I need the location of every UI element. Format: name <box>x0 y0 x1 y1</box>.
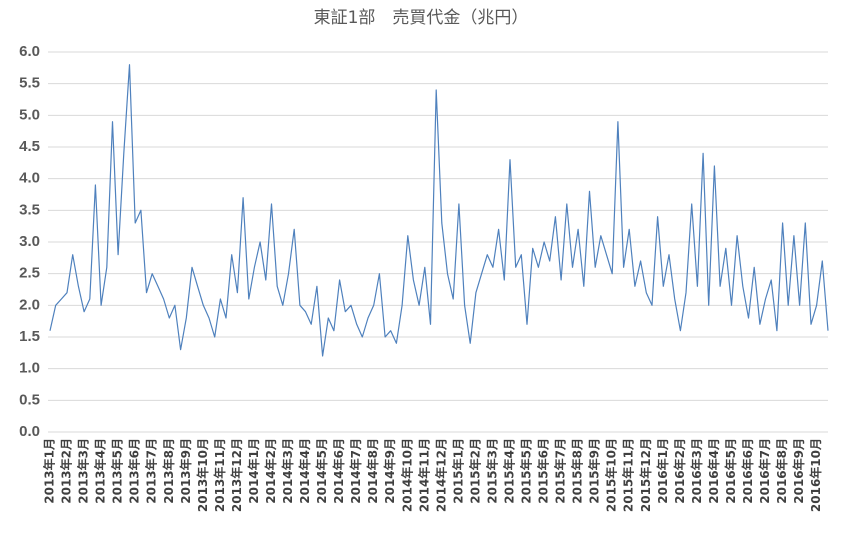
x-tick-label: 2016年10月 <box>808 438 823 512</box>
y-tick-label: 0.0 <box>19 423 40 440</box>
x-tick-label: 2014年5月 <box>314 438 329 504</box>
x-tick-label: 2015年4月 <box>501 438 516 504</box>
x-tick-label: 2013年6月 <box>127 438 142 504</box>
x-tick-label: 2014年10月 <box>399 438 414 512</box>
y-tick-label: 1.0 <box>19 360 40 377</box>
x-tick-label: 2013年5月 <box>110 438 125 504</box>
x-tick-label: 2015年8月 <box>570 438 585 504</box>
y-tick-label: 3.5 <box>19 201 40 218</box>
x-tick-label: 2016年6月 <box>740 438 755 504</box>
x-tick-label: 2014年7月 <box>348 438 363 504</box>
x-tick-label: 2014年9月 <box>382 438 397 504</box>
x-tick-label: 2013年7月 <box>144 438 159 504</box>
x-tick-label: 2013年3月 <box>76 438 91 504</box>
x-tick-label: 2015年6月 <box>536 438 551 504</box>
y-tick-label: 4.0 <box>19 170 40 187</box>
x-tick-label: 2016年4月 <box>706 438 721 504</box>
x-tick-label: 2014年6月 <box>331 438 346 504</box>
x-tick-label: 2014年11月 <box>416 438 431 512</box>
x-tick-label: 2016年7月 <box>757 438 772 504</box>
x-tick-label: 2013年10月 <box>195 438 210 512</box>
x-tick-label: 2013年2月 <box>59 438 74 504</box>
x-tick-label: 2015年5月 <box>519 438 534 504</box>
x-tick-label: 2013年8月 <box>161 438 176 504</box>
x-tick-label: 2015年1月 <box>450 438 465 504</box>
y-tick-label: 5.5 <box>19 75 40 92</box>
x-tick-label: 2013年9月 <box>178 438 193 504</box>
y-tick-label: 5.0 <box>19 106 40 123</box>
chart-title: 東証1部 売買代金（兆円） <box>314 8 529 28</box>
x-tick-label: 2016年5月 <box>723 438 738 504</box>
x-tick-label: 2015年11月 <box>621 438 636 512</box>
x-tick-label: 2016年9月 <box>791 438 806 504</box>
y-tick-label: 0.5 <box>19 391 40 408</box>
x-tick-label: 2014年4月 <box>297 438 312 504</box>
x-tick-label: 2015年10月 <box>604 438 619 512</box>
x-tick-label: 2015年3月 <box>484 438 499 504</box>
y-tick-label: 6.0 <box>19 43 40 60</box>
x-tick-label: 2016年1月 <box>655 438 670 504</box>
x-tick-label: 2015年7月 <box>553 438 568 504</box>
x-tick-label: 2014年12月 <box>433 438 448 512</box>
y-tick-label: 3.0 <box>19 233 40 250</box>
x-tick-label: 2013年12月 <box>229 438 244 512</box>
x-tick-label: 2016年3月 <box>689 438 704 504</box>
y-tick-label: 4.5 <box>19 138 40 155</box>
x-tick-label: 2013年4月 <box>93 438 108 504</box>
x-tick-label: 2015年2月 <box>467 438 482 504</box>
x-tick-label: 2014年2月 <box>263 438 278 504</box>
y-tick-label: 2.5 <box>19 265 40 282</box>
x-tick-label: 2015年9月 <box>587 438 602 504</box>
x-tick-label: 2014年3月 <box>280 438 295 504</box>
x-tick-label: 2014年1月 <box>246 438 261 504</box>
x-tick-label: 2016年2月 <box>672 438 687 504</box>
y-tick-label: 1.5 <box>19 328 40 345</box>
x-tick-label: 2016年8月 <box>774 438 789 504</box>
x-tick-label: 2013年11月 <box>212 438 227 512</box>
x-tick-label: 2014年8月 <box>365 438 380 504</box>
data-line <box>49 64 829 357</box>
x-tick-label: 2015年12月 <box>638 438 653 512</box>
y-tick-label: 2.0 <box>19 296 40 313</box>
x-tick-label: 2013年1月 <box>42 438 57 504</box>
